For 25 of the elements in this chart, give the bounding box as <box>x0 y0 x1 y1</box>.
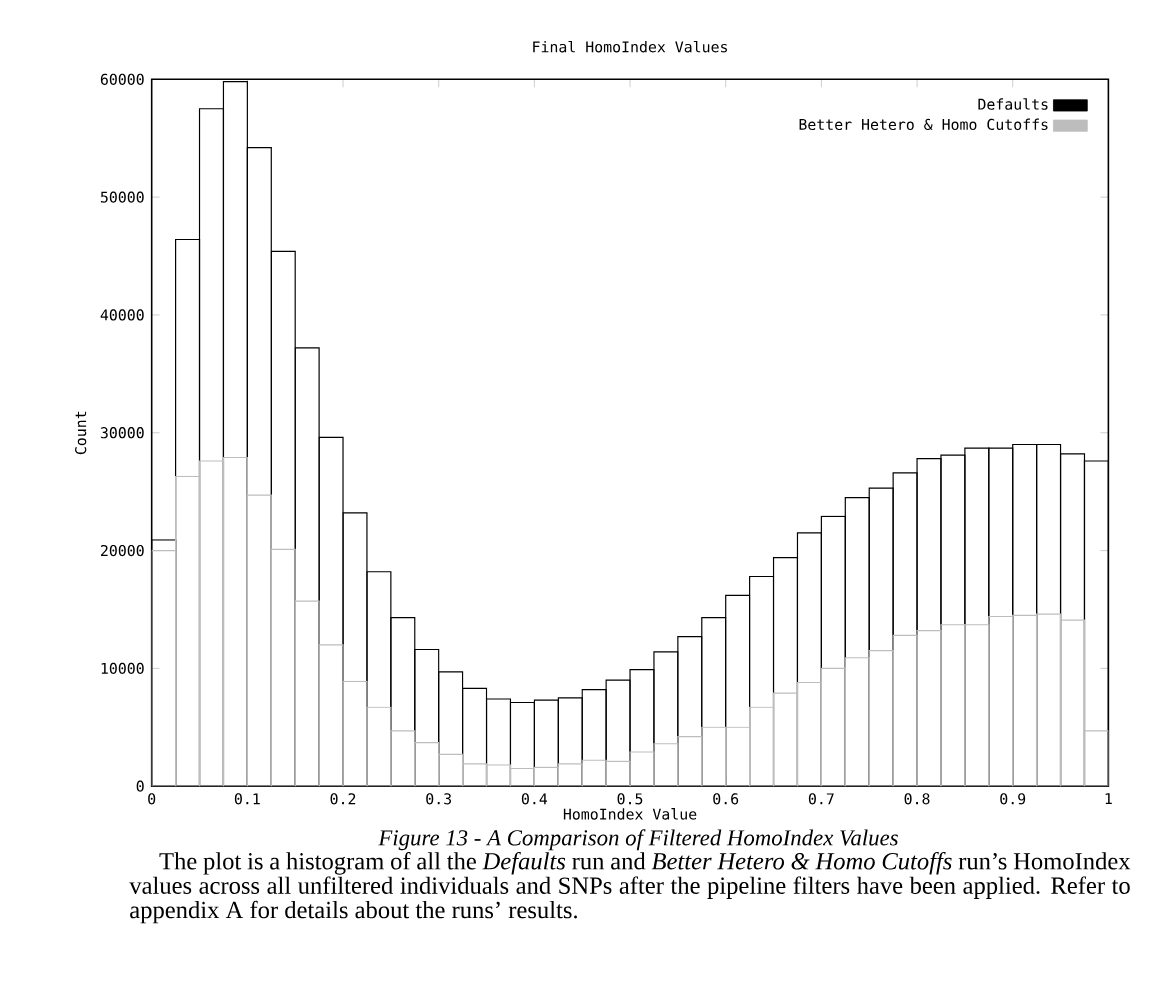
x-tick-label: 0 <box>148 792 156 805</box>
chart-title: Final HomoIndex Values <box>533 40 728 53</box>
y-tick-label: 10000 <box>101 662 144 674</box>
y-axis-title: Count <box>75 411 87 454</box>
y-tick-label: 60000 <box>100 73 144 85</box>
x-tick-label: 0.7 <box>808 792 834 805</box>
x-tick-label: 0.3 <box>426 792 452 805</box>
x-tick-label: 0.2 <box>330 792 356 805</box>
legend-label: Better Hetero & Homo Cutoffs <box>799 118 1048 130</box>
x-tick-label: 0.4 <box>521 792 548 805</box>
caption: Figure 13 - A Comparison of Filtered HomoIndex Values <box>378 829 898 850</box>
y-tick-label: 30000 <box>100 426 144 439</box>
y-tick-label: 40000 <box>100 309 144 321</box>
x-tick-label: 0.5 <box>617 792 643 805</box>
y-tick-label: 20000 <box>101 544 144 556</box>
x-tick-label: 0.8 <box>904 792 930 805</box>
legend-label: Defaults <box>978 98 1048 110</box>
y-tick-label: 0 <box>136 780 144 792</box>
x-tick-label: 0.6 <box>713 792 739 805</box>
y-tick-label: 50000 <box>100 191 144 203</box>
text: The plot is a histogram of all the Defaults run and Better Hetero & Homo Cutoffs run’s HomoIndex values across all unfiltered individuals and SNPs after the pipeline filters have been applied. Refer to appendix A for details about the runs’ results. <box>129 851 1131 924</box>
x-axis-title: HomoIndex Value <box>563 807 697 820</box>
x-tick-label: 1 <box>1105 792 1112 804</box>
x-tick-label: 0.9 <box>1000 792 1026 805</box>
x-tick-label: 0.1 <box>234 792 260 805</box>
